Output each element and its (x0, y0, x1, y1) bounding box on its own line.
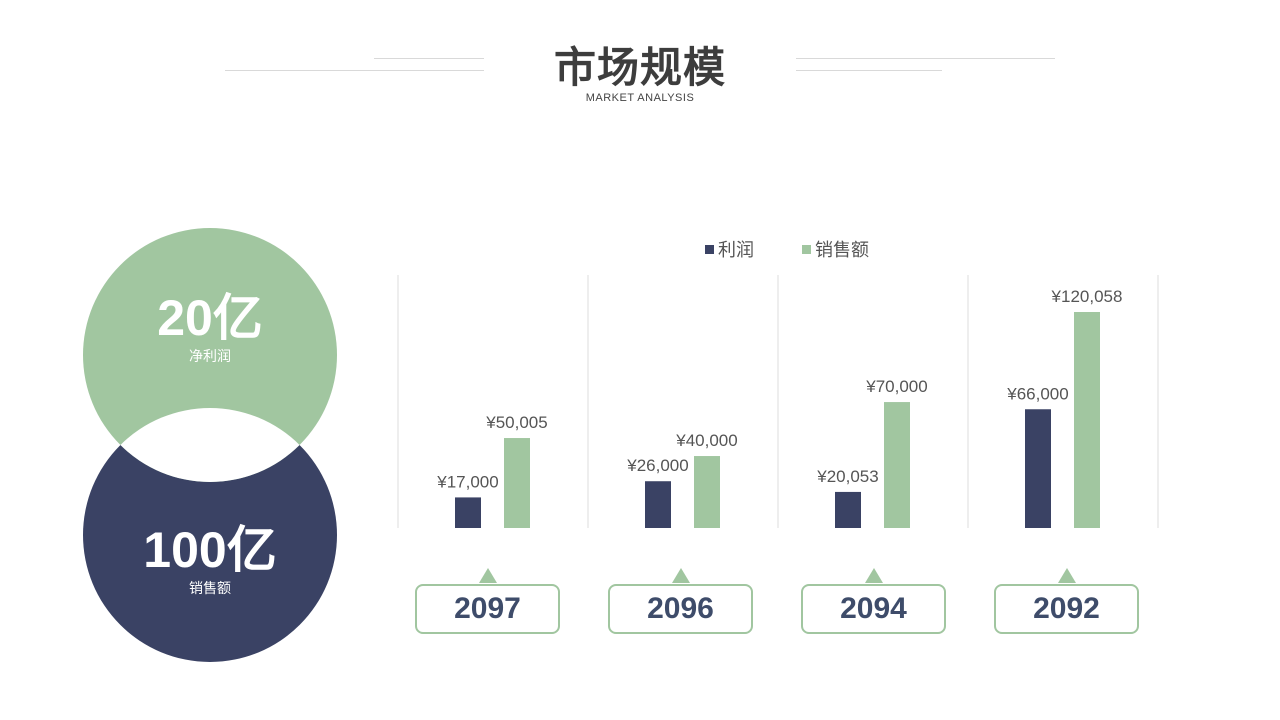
decor-line-left-top (374, 58, 484, 59)
data-label-profit-2097: ¥17,000 (436, 472, 498, 491)
legend-profit: 利润 (705, 236, 754, 262)
data-label-sales-2094: ¥70,000 (865, 377, 927, 396)
data-label-profit-2092: ¥66,000 (1006, 384, 1068, 403)
sales-value: 100亿 (143, 522, 277, 578)
profit-value: 20亿 (157, 290, 263, 346)
bar-sales-2092 (1074, 312, 1100, 528)
data-label-profit-2094: ¥20,053 (816, 467, 878, 486)
summary-circles (83, 228, 337, 662)
decor-line-left-bottom (225, 70, 484, 71)
bar-sales-2094 (884, 402, 910, 528)
profit-label: 净利润 (189, 349, 231, 365)
year-tag-arrow-2097 (478, 568, 497, 583)
year-tag-2097: 2097 (415, 584, 560, 634)
sales-summary: 100亿 销售额 (110, 522, 310, 598)
bar-profit-2096 (645, 481, 671, 528)
bar-profit-2092 (1025, 409, 1051, 528)
data-label-sales-2097: ¥50,005 (485, 413, 547, 432)
data-label-profit-2096: ¥26,000 (626, 456, 688, 475)
bar-sales-2096 (694, 456, 720, 528)
legend-profit-swatch (705, 244, 714, 254)
page-title: 市场规模 (553, 43, 726, 92)
bar-sales-2097 (504, 438, 530, 528)
year-tag-arrow-2092 (1057, 568, 1076, 583)
legend-profit-label: 利润 (718, 240, 754, 261)
legend-sales-swatch (802, 244, 811, 254)
data-label-sales-2092: ¥120,058 (1051, 287, 1123, 306)
decor-line-right-top (796, 58, 1055, 59)
legend-sales: 销售额 (802, 236, 869, 262)
page-subtitle: MARKET ANALYSIS (585, 92, 695, 104)
year-tag-2096: 2096 (608, 584, 753, 634)
data-label-sales-2096: ¥40,000 (675, 431, 737, 450)
bar-profit-2094 (835, 491, 861, 528)
year-tag-2094: 2094 (801, 584, 946, 634)
legend-sales-label: 销售额 (815, 240, 869, 261)
profit-circle (83, 228, 337, 482)
sales-label: 销售额 (189, 581, 231, 597)
year-tag-arrow-2094 (864, 568, 883, 583)
bar-profit-2097 (455, 497, 481, 528)
sales-circle (83, 408, 337, 662)
year-tag-arrow-2096 (671, 568, 690, 583)
profit-summary: 20亿 净利润 (110, 290, 310, 366)
decor-line-right-bottom (796, 70, 942, 71)
year-tag-2092: 2092 (994, 584, 1139, 634)
